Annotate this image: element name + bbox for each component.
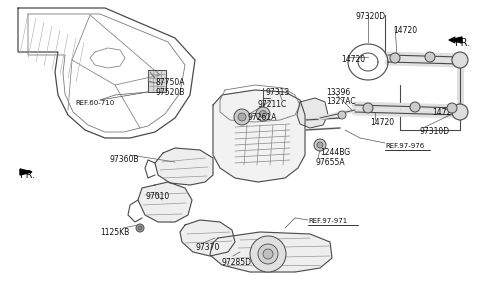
Polygon shape [20, 169, 32, 175]
Text: 1125KB: 1125KB [100, 228, 129, 237]
Text: 97261A: 97261A [248, 113, 277, 122]
Text: 97655A: 97655A [315, 158, 345, 167]
Text: 14720: 14720 [432, 108, 456, 117]
Circle shape [263, 249, 273, 259]
Circle shape [260, 110, 266, 118]
Circle shape [410, 102, 420, 112]
Polygon shape [138, 182, 192, 222]
Circle shape [317, 142, 323, 148]
Text: 97520B: 97520B [155, 88, 184, 97]
Text: 97360B: 97360B [110, 155, 140, 164]
Text: 97370: 97370 [196, 243, 220, 252]
Polygon shape [180, 220, 235, 256]
Circle shape [138, 226, 142, 230]
Circle shape [425, 52, 435, 62]
Circle shape [452, 104, 468, 120]
Text: 14720: 14720 [341, 55, 365, 64]
Circle shape [390, 53, 400, 63]
Circle shape [363, 103, 373, 113]
Polygon shape [297, 98, 328, 128]
Polygon shape [210, 232, 332, 272]
Text: 97310D: 97310D [420, 127, 450, 136]
Polygon shape [213, 90, 305, 182]
Text: REF.60-710: REF.60-710 [75, 100, 114, 106]
Circle shape [238, 113, 246, 121]
Circle shape [250, 236, 286, 272]
Circle shape [452, 52, 468, 68]
Polygon shape [155, 148, 213, 185]
Text: 97320D: 97320D [355, 12, 385, 21]
Text: 97285D: 97285D [222, 258, 252, 267]
Text: 87750A: 87750A [155, 78, 184, 87]
Circle shape [234, 109, 250, 125]
Polygon shape [450, 37, 462, 43]
Circle shape [314, 139, 326, 151]
Text: 14720: 14720 [393, 26, 417, 35]
Text: REF.97-971: REF.97-971 [308, 218, 347, 224]
Text: REF.97-976: REF.97-976 [385, 143, 424, 149]
Text: FR.: FR. [20, 170, 35, 180]
Circle shape [447, 103, 457, 113]
Text: 97211C: 97211C [258, 100, 287, 109]
Text: 13396: 13396 [326, 88, 350, 97]
Circle shape [256, 107, 270, 121]
Text: 1244BG: 1244BG [320, 148, 350, 157]
Polygon shape [148, 70, 166, 92]
Circle shape [136, 224, 144, 232]
Circle shape [258, 244, 278, 264]
Circle shape [338, 111, 346, 119]
Text: 97313: 97313 [265, 88, 289, 97]
Text: FR.: FR. [455, 38, 470, 48]
Text: 97010: 97010 [145, 192, 169, 201]
Text: 14720: 14720 [370, 118, 394, 127]
Text: 1327AC: 1327AC [326, 97, 356, 106]
